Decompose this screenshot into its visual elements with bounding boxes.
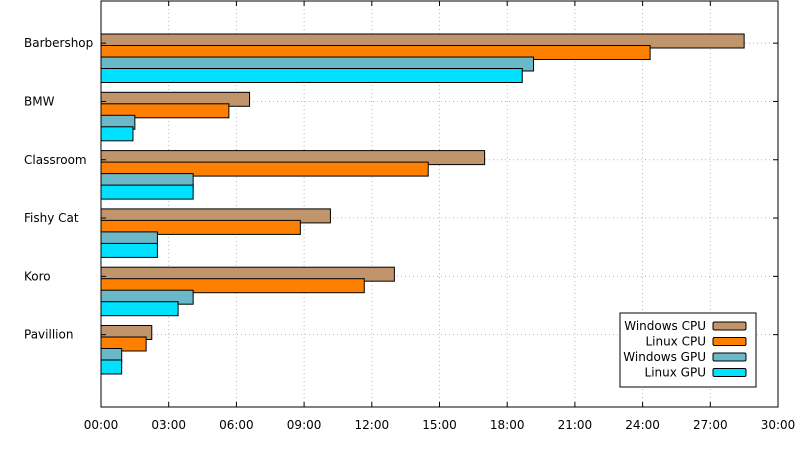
category-label: Barbershop: [24, 36, 93, 50]
x-axis-ticks: 00:00 03:00 06:00 09:00 12:00 15:00 18:00 21:00…: [84, 1, 796, 432]
x-tick-label: 21:00: [558, 418, 593, 432]
x-tick-label: 00:00: [84, 418, 119, 432]
x-tick-label: 27:00: [693, 418, 728, 432]
x-tick-label: 09:00: [287, 418, 322, 432]
legend-label: Windows GPU: [623, 350, 706, 364]
category-label: Fishy Cat: [24, 211, 79, 225]
bar: [100, 242, 158, 258]
x-tick-label: 06:00: [219, 418, 254, 432]
x-tick-label: 03:00: [151, 418, 186, 432]
x-tick-label: 18:00: [490, 418, 525, 432]
legend-label: Linux GPU: [645, 366, 706, 380]
legend-label: Linux CPU: [645, 335, 706, 349]
legend-swatch: [712, 321, 747, 331]
legend-label: Windows CPU: [624, 319, 706, 333]
bar: [100, 126, 134, 142]
category-labels: Barbershop BMW Classroom Fishy Cat Koro Pavil…: [24, 36, 93, 342]
category-label: Koro: [24, 269, 51, 283]
x-tick-label: 30:00: [761, 418, 796, 432]
bars: [100, 33, 745, 375]
category-label: Classroom: [24, 153, 87, 167]
x-tick-label: 12:00: [355, 418, 390, 432]
bar: [100, 68, 523, 83]
legend-swatch: [712, 352, 747, 362]
category-label: Pavillion: [24, 328, 73, 342]
category-label: BMW: [24, 94, 55, 108]
x-tick-label: 24:00: [625, 418, 660, 432]
legend-swatch: [712, 337, 747, 346]
bar: [100, 301, 179, 317]
bar: [100, 359, 123, 375]
legend-swatch: [712, 368, 747, 377]
bar: [100, 184, 194, 200]
x-tick-label: 15:00: [422, 418, 457, 432]
